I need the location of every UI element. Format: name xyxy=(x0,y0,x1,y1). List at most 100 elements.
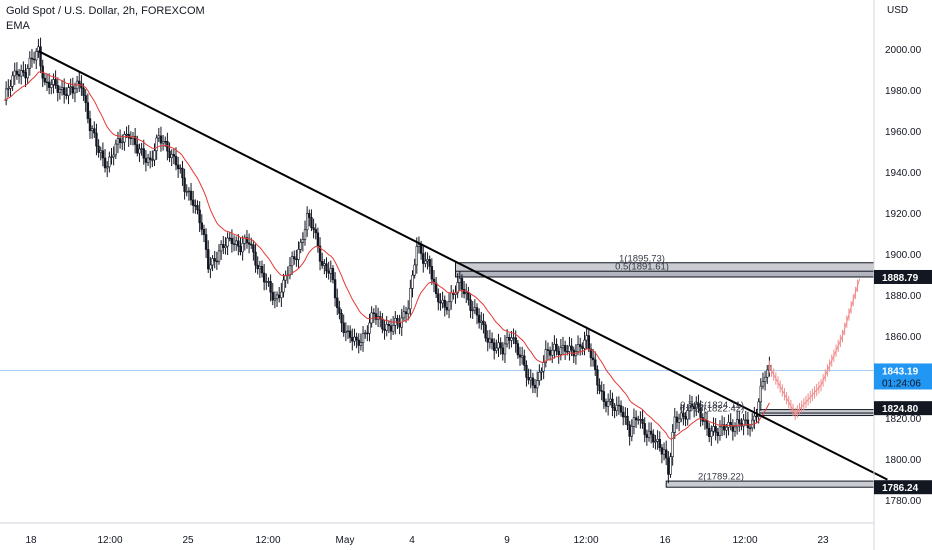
candle-body xyxy=(389,325,393,332)
y-tick-label: 1900.00 xyxy=(885,250,922,261)
candle-body xyxy=(314,229,317,234)
candle-body xyxy=(73,88,77,94)
candle-body xyxy=(106,166,109,169)
candle xyxy=(284,270,287,288)
candle-body xyxy=(11,75,14,87)
candle xyxy=(617,396,621,415)
candle xyxy=(703,412,707,430)
candle xyxy=(187,187,191,201)
candle-body xyxy=(295,258,298,261)
candle xyxy=(86,93,90,124)
candle-body xyxy=(757,401,760,417)
candle-body xyxy=(645,434,649,438)
candle-body xyxy=(123,134,126,143)
level-box xyxy=(756,409,875,414)
candle-body xyxy=(189,190,193,201)
candle-body xyxy=(437,293,440,303)
candle-body xyxy=(372,312,375,314)
candle xyxy=(106,161,109,178)
candle xyxy=(108,151,111,173)
candle-body xyxy=(514,337,517,344)
candle xyxy=(342,314,345,337)
candle-body xyxy=(361,333,365,343)
candle-body xyxy=(256,264,259,270)
candle xyxy=(658,431,661,452)
indicator-label[interactable]: EMA xyxy=(6,20,30,32)
candle xyxy=(50,79,53,95)
candle-body xyxy=(606,401,610,407)
candle xyxy=(17,68,21,84)
candle-body xyxy=(19,70,23,77)
candle-body xyxy=(695,403,698,410)
candle xyxy=(712,417,715,436)
chart-title: Gold Spot / U.S. Dollar, 2h, FOREXCOM xyxy=(6,5,205,17)
candle-body xyxy=(441,299,444,304)
candle xyxy=(462,281,466,299)
x-tick-label: 12:00 xyxy=(255,535,280,546)
y-tick-label: 1800.00 xyxy=(885,455,922,466)
candle-body xyxy=(542,362,545,372)
x-tick-label: 9 xyxy=(504,535,510,546)
candle-body xyxy=(172,154,176,157)
candle-body xyxy=(469,299,472,311)
candle-body xyxy=(548,350,552,356)
candle xyxy=(209,257,212,279)
candle-body xyxy=(692,406,696,410)
candle xyxy=(118,129,122,149)
candle xyxy=(766,365,769,384)
candle-body xyxy=(187,190,191,193)
candle-body xyxy=(690,403,694,407)
candle-body xyxy=(39,46,42,67)
candle xyxy=(228,232,231,242)
candle xyxy=(501,342,504,361)
candle xyxy=(535,371,539,398)
candle xyxy=(99,146,102,161)
candle-body xyxy=(667,457,670,475)
candle xyxy=(497,333,500,358)
candle-body xyxy=(634,417,638,421)
candle-body xyxy=(17,74,21,77)
price-tag-bg xyxy=(874,401,932,416)
candle-body xyxy=(628,424,631,437)
candle-body xyxy=(241,243,244,253)
trend-line[interactable] xyxy=(37,50,888,481)
y-tick-label: 1780.00 xyxy=(885,496,922,507)
candle xyxy=(47,73,51,95)
candle-body xyxy=(501,347,504,355)
candle xyxy=(432,270,436,293)
candle-body xyxy=(426,259,429,262)
candle xyxy=(716,428,720,444)
candle xyxy=(477,308,481,329)
candle xyxy=(714,418,717,441)
candle xyxy=(273,291,277,309)
candle-body xyxy=(204,234,208,250)
candle xyxy=(290,251,294,275)
candle xyxy=(338,300,341,320)
candle-body xyxy=(112,154,115,158)
candle-body xyxy=(406,308,410,315)
candle xyxy=(295,249,298,267)
candle xyxy=(181,160,184,187)
candle xyxy=(673,407,677,439)
candle-body xyxy=(742,419,745,427)
candle xyxy=(710,425,713,446)
candle xyxy=(750,413,754,432)
candle-body xyxy=(738,419,741,424)
candle xyxy=(445,300,449,315)
candle-body xyxy=(594,359,597,370)
candle-body xyxy=(624,415,627,418)
candle-body xyxy=(486,337,489,343)
candle xyxy=(559,338,563,361)
candle xyxy=(692,403,696,418)
candle xyxy=(110,147,113,165)
level-label: 2(1789.22) xyxy=(698,472,744,483)
candle xyxy=(705,411,709,436)
candle-body xyxy=(385,323,388,331)
candle xyxy=(60,80,64,96)
candle xyxy=(641,410,644,429)
candle xyxy=(589,343,593,367)
candle xyxy=(183,168,186,200)
candle xyxy=(303,220,307,246)
candle xyxy=(269,274,272,302)
